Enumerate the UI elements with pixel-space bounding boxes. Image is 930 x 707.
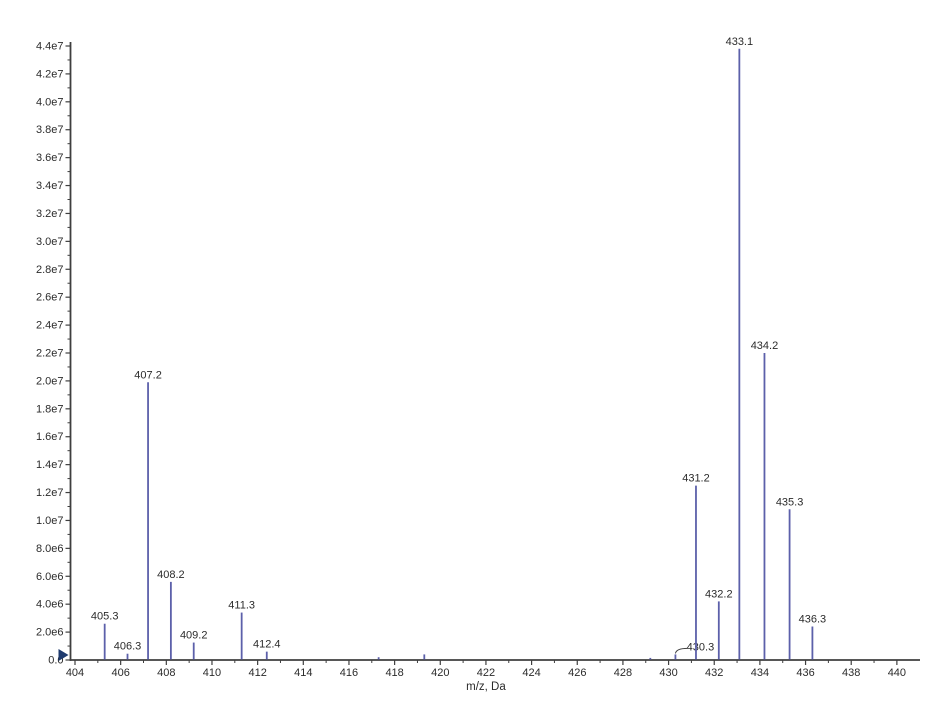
peak-label: 408.2 [157, 569, 185, 581]
x-tick-label: 426 [568, 667, 586, 679]
x-tick-label: 418 [385, 667, 403, 679]
peak-label: 436.3 [799, 614, 827, 626]
peak-label: 409.2 [180, 630, 208, 642]
x-tick-label: 416 [340, 667, 358, 679]
x-tick-label: 410 [203, 667, 221, 679]
x-tick-label: 430 [659, 667, 677, 679]
origin-marker-triangle-icon [58, 649, 69, 661]
x-tick-label: 440 [888, 667, 906, 679]
y-tick-label: 8.0e6 [36, 543, 64, 555]
y-tick-label: 3.8e7 [36, 124, 64, 136]
y-tick-label: 2.2e7 [36, 348, 64, 360]
peak-label: 431.2 [682, 473, 710, 485]
y-tick-label: 1.0e7 [36, 515, 64, 527]
peak-label: 432.2 [705, 588, 733, 600]
peak-label: 405.3 [91, 611, 119, 623]
y-tick-label: 2.6e7 [36, 292, 64, 304]
peak-label: 406.3 [114, 641, 142, 653]
x-tick-label: 404 [66, 667, 84, 679]
y-tick-label: 3.4e7 [36, 180, 64, 192]
x-tick-label: 424 [522, 667, 540, 679]
y-tick-label: 4.4e7 [36, 41, 64, 53]
peak-label: 433.1 [726, 36, 754, 48]
x-tick-label: 438 [842, 667, 860, 679]
y-tick-label: 1.8e7 [36, 403, 64, 415]
x-tick-label: 436 [796, 667, 814, 679]
y-tick-label: 4.0e7 [36, 96, 64, 108]
peak-label: 411.3 [228, 600, 255, 612]
y-tick-label: 3.2e7 [36, 208, 64, 220]
peak-label: 412.4 [253, 639, 281, 651]
x-tick-label: 428 [614, 667, 632, 679]
x-tick-label: 414 [294, 667, 312, 679]
y-tick-label: 4.0e6 [36, 599, 64, 611]
x-tick-label: 406 [111, 667, 129, 679]
y-tick-label: 3.6e7 [36, 152, 64, 164]
y-tick-label: 1.2e7 [36, 487, 64, 499]
x-tick-label: 408 [157, 667, 175, 679]
y-tick-label: 6.0e6 [36, 571, 64, 583]
y-tick-label: 4.2e7 [36, 68, 64, 80]
y-tick-label: 1.6e7 [36, 431, 64, 443]
peak-label-leader [674, 647, 688, 654]
peak-label: 435.3 [776, 496, 804, 508]
peak-label: 430.3 [687, 641, 715, 653]
y-tick-label: 2.4e7 [36, 320, 64, 332]
x-tick-label: 420 [431, 667, 449, 679]
y-tick-label: 2.8e7 [36, 264, 64, 276]
peak-label: 407.2 [134, 369, 162, 381]
y-tick-label: 2.0e7 [36, 375, 64, 387]
x-tick-label: 434 [751, 667, 769, 679]
x-axis-title: m/z, Da [466, 681, 506, 693]
y-tick-label: 3.0e7 [36, 236, 64, 248]
y-tick-label: 1.4e7 [36, 459, 64, 471]
x-tick-label: 412 [248, 667, 266, 679]
peak-label: 434.2 [751, 340, 779, 352]
x-tick-label: 422 [477, 667, 495, 679]
y-tick-label: 2.0e6 [36, 627, 64, 639]
x-tick-label: 432 [705, 667, 723, 679]
